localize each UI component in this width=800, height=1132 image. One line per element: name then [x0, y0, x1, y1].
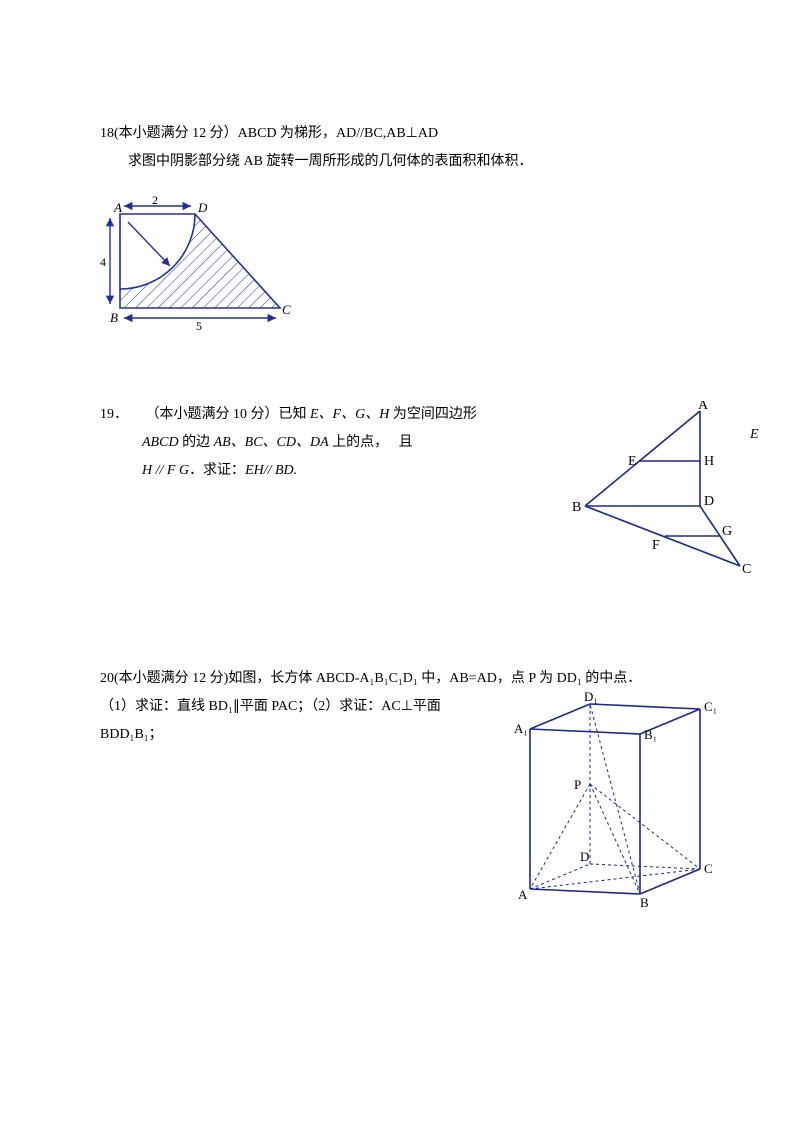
- q19-line3: H // F G．求证：EH// BD.: [100, 457, 530, 485]
- q18-line2: 求图中阴影部分绕 AB 旋转一周所形成的几何体的表面积和体积．: [100, 148, 700, 176]
- q19-line2: ABCD 的边 AB、BC、CD、DA 上的点， 且: [100, 429, 530, 457]
- q18-line2-text: 求图中阴影部分绕 AB 旋转一周所形成的几何体的表面积和体积．: [128, 154, 532, 169]
- problem-19: 19． （本小题满分 10 分）已知 E、F、G、H 为空间四边形 ABCD 的…: [100, 401, 700, 485]
- l-B: B: [640, 895, 649, 909]
- q19-num: 19．: [100, 407, 128, 422]
- q19-l3a: H // F G: [142, 463, 189, 478]
- q18-line1: 18(本小题满分 12 分）ABCD 为梯形，AD//BC,AB⊥AD: [100, 120, 700, 148]
- lbl-H19: H: [704, 454, 714, 469]
- dim-top: 2: [152, 196, 158, 207]
- l-D1: D₁: [584, 689, 598, 704]
- q19-l1a: （本小题满分 10 分）已知: [146, 407, 311, 422]
- lbl-D19: D: [704, 494, 714, 509]
- l-B1: B₁: [644, 727, 657, 742]
- l-C: C: [704, 861, 713, 876]
- q19-l1b: 为空间四边形: [389, 407, 477, 422]
- problem-18: 18(本小题满分 12 分）ABCD 为梯形，AD//BC,AB⊥AD 求图中阴…: [100, 120, 700, 341]
- q20-figure: A B C D A₁ B₁ C₁ D₁ P: [510, 689, 730, 914]
- lbl-D: D: [197, 200, 208, 215]
- l-A: A: [518, 887, 528, 902]
- lbl-A: A: [113, 200, 122, 215]
- l-P: P: [574, 777, 581, 792]
- lbl-F19: F: [652, 538, 660, 553]
- lbl-A19: A: [698, 401, 709, 413]
- dim-left: 4: [100, 255, 106, 269]
- q19-l3b: EH// BD.: [245, 463, 297, 478]
- q19-l2b: 的边: [179, 435, 214, 450]
- q19-edges: AB、BC、CD、DA: [214, 435, 329, 450]
- l-A1: A₁: [514, 721, 528, 736]
- l-D: D: [580, 849, 589, 864]
- q19-l2d: 且: [399, 435, 413, 450]
- lbl-B: B: [110, 310, 118, 325]
- q19-line1: 19． （本小题满分 10 分）已知 E、F、G、H 为空间四边形: [100, 401, 530, 429]
- q19-figure: A B C D E H F G: [570, 401, 770, 586]
- lbl-C: C: [282, 302, 291, 317]
- q19-EFGH: E、F、G、H: [310, 407, 389, 422]
- q19-l3sep: ．求证：: [189, 463, 245, 478]
- lbl-B19: B: [572, 500, 581, 515]
- problem-20: 20(本小题满分 12 分)如图，长方体 ABCD‑A₁B₁C₁D₁ 中，AB=…: [100, 665, 700, 749]
- q19-l2c: 上的点，: [329, 435, 389, 450]
- lbl-G19: G: [722, 524, 732, 539]
- q19-ABCD: ABCD: [142, 435, 179, 450]
- q18-figure: A D B C 2 4 5: [100, 196, 700, 341]
- dim-bot: 5: [196, 319, 202, 333]
- lbl-E19: E: [628, 454, 637, 469]
- l-C1: C₁: [704, 699, 717, 714]
- lbl-C19: C: [742, 562, 751, 577]
